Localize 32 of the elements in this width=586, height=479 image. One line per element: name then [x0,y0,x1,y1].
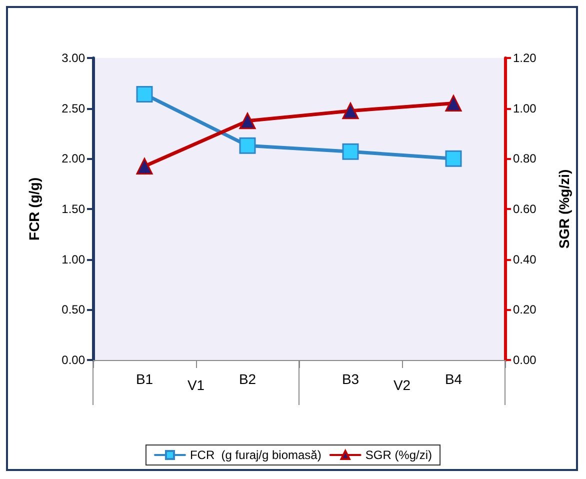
y2-tick-label: 1.20 [513,51,537,65]
y-tick-label: 1.00 [62,252,86,266]
text: V1 [187,377,205,393]
legend-label: FCR (g furaj/g biomasă) [190,448,322,462]
legend-label: SGR (%g/zi) [365,448,432,462]
point [445,150,462,167]
y-tick-label: 2.50 [62,101,86,116]
point [239,112,256,130]
y2-tick-label: 1.00 [513,101,537,116]
y2-tick-label: 0.00 [513,353,537,367]
y-tick-label: 0.50 [62,302,86,317]
y2-tick-label: 0.60 [513,202,537,216]
y-tick-label: 3.00 [62,51,86,65]
x-tick-label: B1 [136,371,154,387]
point [239,137,256,154]
y-axis-title: FCR (g/g) [26,178,42,240]
point [342,143,359,160]
y-tick-label: 0.00 [62,353,86,367]
x-tick-label: B2 [238,371,256,387]
x-tick-label: B3 [342,371,360,387]
y2-tick-label: 0.40 [513,252,537,266]
point [136,86,153,102]
point [136,158,153,174]
text: V2 [393,377,411,393]
point [445,95,462,112]
y2-tick-label: 0.20 [513,302,537,317]
point [342,102,359,120]
y2-axis-title: SGR (%g/zi) [556,169,572,249]
x-tick-label: B4 [444,371,462,387]
y-tick-label: 2.00 [62,152,86,166]
y2-tick-label: 0.80 [513,152,537,166]
y-tick-label: 1.50 [62,202,86,216]
